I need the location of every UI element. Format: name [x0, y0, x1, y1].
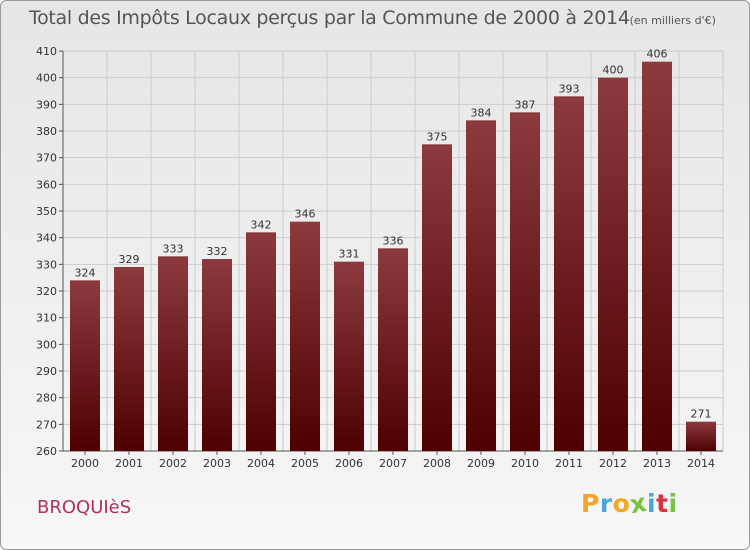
value-label-2007: 336 [383, 234, 404, 247]
bar-2006 [334, 261, 364, 451]
bar-2013 [642, 61, 672, 452]
y-tick-label: 360 [36, 178, 57, 191]
x-tick-label-2011: 2011 [555, 457, 583, 470]
logo-letter: i [668, 489, 678, 518]
value-label-2008: 375 [427, 130, 448, 143]
y-tick-label: 380 [36, 125, 57, 138]
commune-name: BROQUIèS [37, 497, 132, 518]
x-tick-label-2013: 2013 [643, 457, 671, 470]
x-tick-label-2003: 2003 [203, 457, 231, 470]
logo-letter: r [599, 489, 613, 518]
axes: 260 270 280 290 300 310 320 330 340 350 360 370 380 3… [36, 45, 723, 470]
x-tick-label-2007: 2007 [379, 457, 407, 470]
x-tick-label-2004: 2004 [247, 457, 275, 470]
y-tick-label: 390 [36, 98, 57, 111]
bar-2012 [598, 77, 628, 452]
y-tick-label: 370 [36, 152, 57, 165]
y-tick-label: 280 [36, 392, 57, 405]
chart-title-main: Total des Impôts Locaux perçus par la Co… [29, 7, 630, 29]
x-tick-label-2014: 2014 [687, 457, 715, 470]
logo-letter: o [612, 489, 631, 518]
logo-letter: P [581, 489, 600, 518]
bar-2007 [378, 248, 408, 451]
value-label-2013: 406 [647, 48, 668, 61]
bar-2010 [510, 112, 540, 451]
bar-2004 [246, 232, 276, 451]
bar-2011 [554, 96, 584, 451]
x-tick-label-2008: 2008 [423, 457, 451, 470]
value-label-2006: 331 [339, 248, 360, 261]
value-label-2012: 400 [603, 64, 624, 77]
value-label-2014: 271 [691, 408, 712, 421]
chart-title-unit: (en milliers d'€) [629, 14, 716, 27]
value-label-2002: 333 [163, 242, 184, 255]
value-label-2000: 324 [75, 266, 96, 279]
bar-2001 [114, 267, 144, 451]
x-tick-label-2006: 2006 [335, 457, 363, 470]
value-label-2009: 384 [471, 106, 492, 119]
value-label-2010: 387 [515, 98, 536, 111]
data-labels: 324 329 333 332 342 346 331 336 375 384 387 393 400 4… [75, 48, 712, 421]
logo-letter: t [656, 489, 669, 518]
y-tick-label: 270 [36, 418, 57, 431]
value-label-2004: 342 [251, 218, 272, 231]
bars [70, 61, 716, 452]
x-tick-label-2009: 2009 [467, 457, 495, 470]
y-tick-label: 340 [36, 232, 57, 245]
y-tick-label: 400 [36, 72, 57, 85]
value-label-2005: 346 [295, 208, 316, 221]
y-tick-label: 350 [36, 205, 57, 218]
logo-letter: i [647, 489, 657, 518]
chart-title: Total des Impôts Locaux perçus par la Co… [29, 7, 716, 29]
y-tick-label: 320 [36, 285, 57, 298]
y-tick-label: 330 [36, 258, 57, 271]
value-label-2003: 332 [207, 245, 228, 258]
bar-2003 [202, 259, 232, 451]
bar-2002 [158, 256, 188, 451]
y-tick-label: 290 [36, 365, 57, 378]
bar-2014 [686, 421, 716, 451]
y-tick-label: 310 [36, 312, 57, 325]
x-tick-label-2010: 2010 [511, 457, 539, 470]
bar-2005 [290, 221, 320, 451]
x-tick-label-2002: 2002 [159, 457, 187, 470]
y-tick-label: 410 [36, 45, 57, 58]
proxiti-logo: Proxiti [581, 488, 678, 519]
x-tick-label-2000: 2000 [71, 457, 99, 470]
x-tick-label-2001: 2001 [115, 457, 143, 470]
bar-2008 [422, 144, 452, 452]
y-tick-label: 260 [36, 445, 57, 458]
bar-2009 [466, 120, 496, 451]
value-label-2011: 393 [559, 82, 580, 95]
bar-2000 [70, 280, 100, 451]
x-tick-label-2012: 2012 [599, 457, 627, 470]
x-tick-label-2005: 2005 [291, 457, 319, 470]
value-label-2001: 329 [119, 253, 140, 266]
y-tick-label: 300 [36, 338, 57, 351]
